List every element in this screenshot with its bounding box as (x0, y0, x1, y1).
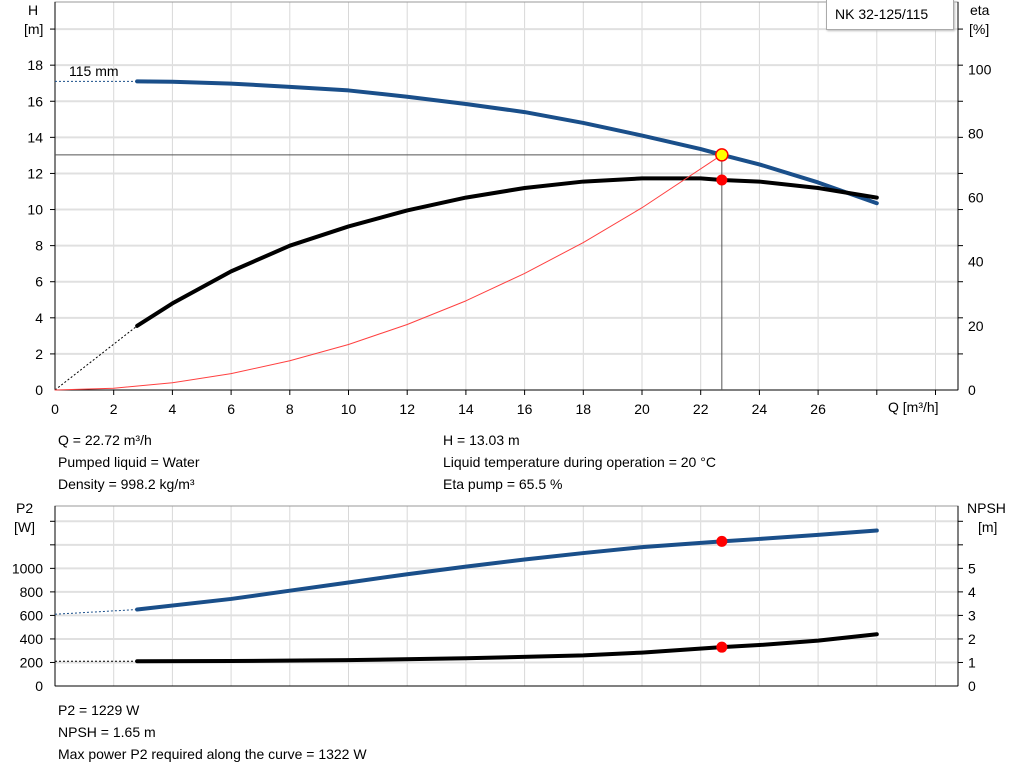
y-tick-label: 10 (27, 202, 43, 218)
y2-tick-label: 1 (968, 654, 976, 670)
max-power-value: Max power P2 required along the curve = … (58, 746, 367, 762)
y2-tick-label: 4 (968, 584, 976, 600)
plot-frame (54, 1, 959, 391)
y2-tick-label: 60 (968, 190, 984, 206)
y-tick-label: 8 (35, 238, 43, 254)
q-axis-label: Q [m³/h] (888, 399, 939, 415)
p2-axis-unit: [W] (14, 519, 35, 535)
y-tick-label: 16 (27, 93, 43, 109)
liquid-value: Pumped liquid = Water (58, 454, 200, 470)
eta-axis-unit: [%] (969, 21, 990, 37)
eta-axis-label: eta (970, 2, 990, 18)
y2-tick-label: 100 (968, 61, 992, 77)
x-tick-label: 18 (576, 401, 592, 417)
h-axis-unit: [m] (24, 21, 44, 37)
y-tick-label: 600 (20, 607, 44, 623)
p2-value: P2 = 1229 W (58, 702, 140, 718)
y-tick-label: 12 (27, 165, 43, 181)
y-tick-label: 2 (35, 346, 43, 362)
x-tick-label: 0 (51, 401, 59, 417)
curve-h (135, 79, 879, 206)
y2-tick-label: 5 (968, 560, 976, 576)
curve-system (54, 154, 723, 391)
curve-extension-eta (54, 325, 138, 391)
y-tick-label: 4 (35, 310, 43, 326)
flow-value: Q = 22.72 m³/h (58, 432, 152, 448)
x-tick-label: 10 (341, 401, 357, 417)
h-axis-label: H (28, 2, 39, 18)
x-tick-label: 2 (110, 401, 118, 417)
density-value: Density = 998.2 kg/m³ (58, 476, 195, 492)
impeller-label: 115 mm (69, 63, 119, 79)
npsh-value: NPSH = 1.65 m (58, 724, 156, 740)
info-right: H = 13.03 m Liquid temperature during op… (443, 429, 716, 495)
y-tick-label: 0 (35, 678, 43, 694)
curve-eta (135, 176, 879, 328)
x-tick-label: 14 (458, 401, 474, 417)
x-tick-label: 22 (693, 401, 709, 417)
x-tick-label: 20 (634, 401, 650, 417)
x-tick-label: 4 (169, 401, 177, 417)
npsh-operating-point (716, 641, 728, 653)
pump-model-box: NK 32-125/115 (826, 0, 954, 30)
y-tick-label: 200 (20, 654, 44, 670)
curve-p2 (135, 528, 879, 612)
x-tick-label: 16 (517, 401, 533, 417)
y-tick-label: 0 (35, 382, 43, 398)
y-tick-label: 1000 (12, 560, 43, 576)
y2-tick-label: 3 (968, 607, 976, 623)
eta-value: Eta pump = 65.5 % (443, 476, 563, 492)
y2-tick-label: 0 (968, 382, 976, 398)
y-tick-label: 6 (35, 274, 43, 290)
y2-tick-label: 2 (968, 631, 976, 647)
info-left: Q = 22.72 m³/h Pumped liquid = Water Den… (58, 429, 200, 495)
p2-operating-point (716, 535, 728, 547)
temperature-value: Liquid temperature during operation = 20… (443, 454, 716, 470)
x-tick-label: 8 (286, 401, 294, 417)
y-tick-label: 800 (20, 584, 44, 600)
npsh-axis-label: NPSH (967, 500, 1006, 516)
y2-tick-label: 0 (968, 678, 976, 694)
x-tick-label: 6 (227, 401, 235, 417)
y-tick-label: 18 (27, 57, 43, 73)
head-value: H = 13.03 m (443, 432, 520, 448)
x-tick-label: 12 (399, 401, 415, 417)
info-bottom: P2 = 1229 W NPSH = 1.65 m Max power P2 r… (58, 699, 367, 765)
y2-tick-label: 80 (968, 125, 984, 141)
y-tick-label: 14 (27, 129, 43, 145)
y2-tick-label: 40 (968, 254, 984, 270)
curve-npsh (135, 632, 879, 664)
npsh-axis-unit: [m] (978, 519, 998, 535)
curve-extension-P2 (54, 609, 138, 615)
eta-operating-point (716, 174, 728, 186)
p2-axis-label: P2 (16, 500, 34, 516)
x-tick-label: 26 (810, 401, 826, 417)
y2-tick-label: 20 (968, 318, 984, 334)
y-tick-label: 400 (20, 631, 44, 647)
duty-point (715, 148, 729, 162)
x-tick-label: 24 (752, 401, 768, 417)
